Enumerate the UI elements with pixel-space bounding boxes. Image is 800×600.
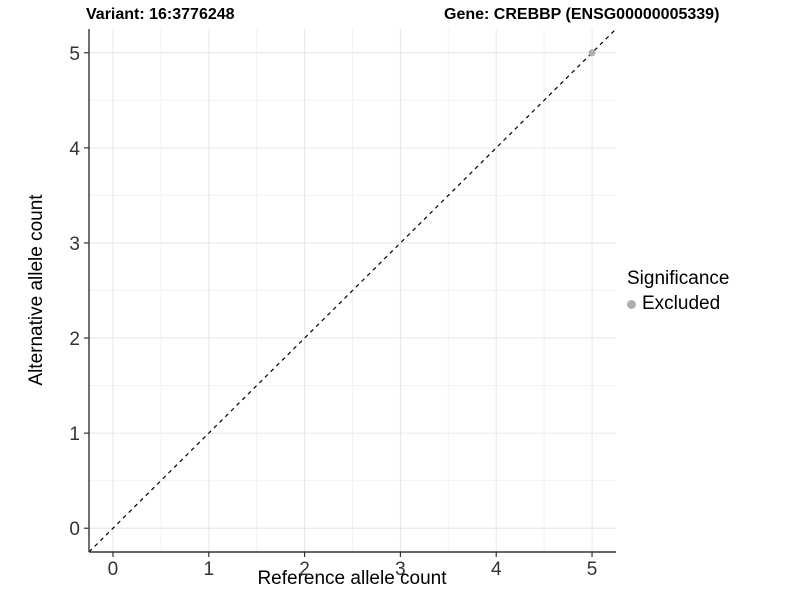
y-tick-label: 0 bbox=[69, 519, 80, 540]
gene-title: Gene: CREBBP (ENSG00000005339) bbox=[444, 6, 720, 23]
legend: Significance Excluded bbox=[627, 268, 729, 315]
y-tick-label: 1 bbox=[69, 424, 80, 445]
x-axis-title: Reference allele count bbox=[257, 568, 447, 589]
y-tick-label: 5 bbox=[69, 44, 80, 65]
x-tick-label: 5 bbox=[587, 559, 598, 580]
x-tick-label: 3 bbox=[395, 559, 406, 580]
x-tick-label: 0 bbox=[108, 559, 119, 580]
identity-line bbox=[88, 28, 617, 553]
variant-title: Variant: 16:3776248 bbox=[86, 6, 235, 23]
y-tick-label: 2 bbox=[69, 329, 80, 350]
data-point bbox=[588, 49, 596, 57]
x-tick-label: 4 bbox=[491, 559, 502, 580]
x-tick-label: 1 bbox=[203, 559, 214, 580]
legend-title: Significance bbox=[627, 268, 730, 289]
legend-item-excluded: Excluded bbox=[627, 293, 729, 315]
legend-item-label: Excluded bbox=[642, 293, 721, 314]
y-tick-label: 4 bbox=[69, 139, 80, 160]
x-tick-label: 2 bbox=[299, 559, 310, 580]
excluded-point-icon bbox=[627, 299, 636, 309]
y-tick-label: 3 bbox=[69, 234, 80, 255]
